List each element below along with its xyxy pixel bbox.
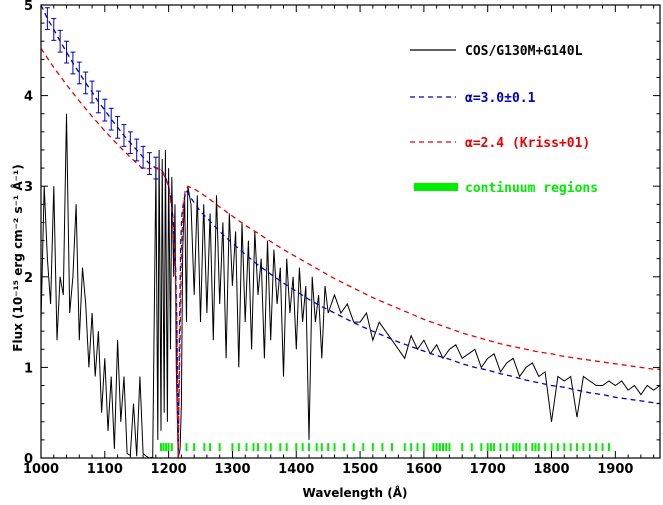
legend-label: α=3.0±0.1 <box>465 91 536 106</box>
legend-label: continuum regions <box>465 181 598 196</box>
x-tick-label: 1900 <box>597 462 633 477</box>
x-tick-label: 1000 <box>23 462 59 477</box>
x-tick-label: 1100 <box>87 462 123 477</box>
x-tick-label: 1800 <box>533 462 569 477</box>
y-axis-title: Flux (10⁻¹⁵ erg cm⁻² s⁻¹ Å⁻¹) <box>10 164 25 351</box>
series-line-powerlaw-fit <box>40 4 661 459</box>
y-tick-label: 1 <box>24 361 33 376</box>
legend: COS/G130M+G140L α=3.0±0.1 α=2.4 (Kriss+01)… <box>410 44 598 196</box>
x-tick-label: 1600 <box>406 462 442 477</box>
axes: 1000 1100 1200 1300 1400 1500 1600 1700 1800 1900… <box>23 0 661 477</box>
x-tick-label: 1300 <box>214 462 250 477</box>
y-tick-label: 2 <box>24 271 33 286</box>
x-tick-label: 1200 <box>151 462 187 477</box>
legend-label: α=2.4 (Kriss+01) <box>465 136 590 151</box>
legend-swatch-continuum <box>414 183 458 191</box>
x-axis-title: Wavelength (Å) <box>303 485 408 500</box>
x-tick-label: 1400 <box>278 462 314 477</box>
x-tick-label: 1500 <box>342 462 378 477</box>
y-tick-label: 3 <box>24 180 33 195</box>
legend-label: COS/G130M+G140L <box>465 44 583 59</box>
y-tick-label: 5 <box>24 0 33 14</box>
y-tick-label: 4 <box>24 90 33 105</box>
y-tick-label: 0 <box>24 452 33 467</box>
plot-frame <box>40 4 661 459</box>
series-line-observed <box>40 113 661 459</box>
x-tick-label: 1700 <box>470 462 506 477</box>
